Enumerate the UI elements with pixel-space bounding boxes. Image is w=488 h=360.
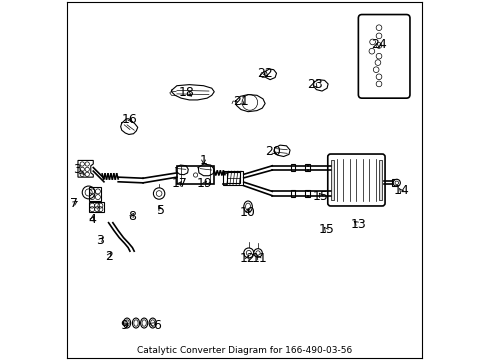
- Text: 17: 17: [171, 177, 187, 190]
- Text: 4: 4: [88, 213, 96, 226]
- Bar: [223, 171, 242, 185]
- Bar: [391, 179, 396, 186]
- Text: 2: 2: [104, 250, 112, 263]
- Text: 23: 23: [306, 78, 322, 91]
- Text: 6: 6: [150, 319, 161, 332]
- Text: 7: 7: [70, 197, 78, 210]
- Bar: [305, 190, 309, 197]
- Text: Catalytic Converter Diagram for 166-490-03-56: Catalytic Converter Diagram for 166-490-…: [137, 346, 351, 355]
- FancyBboxPatch shape: [358, 14, 409, 98]
- Text: 1: 1: [199, 154, 207, 167]
- Circle shape: [253, 249, 262, 257]
- Ellipse shape: [244, 201, 252, 212]
- Text: 15: 15: [312, 189, 328, 203]
- Text: 14: 14: [392, 184, 408, 197]
- Text: 12: 12: [239, 252, 255, 265]
- Bar: [227, 172, 240, 183]
- Circle shape: [392, 179, 400, 186]
- Text: 3: 3: [73, 163, 84, 176]
- Text: 16: 16: [122, 113, 138, 126]
- Text: 24: 24: [370, 37, 386, 50]
- Circle shape: [82, 186, 95, 199]
- Text: 18: 18: [179, 86, 194, 99]
- Bar: [177, 166, 214, 184]
- Ellipse shape: [123, 318, 130, 328]
- Text: 13: 13: [350, 218, 366, 231]
- Bar: [305, 164, 309, 171]
- Bar: [378, 161, 382, 199]
- Circle shape: [244, 248, 253, 258]
- Circle shape: [153, 188, 164, 199]
- Text: 20: 20: [264, 145, 280, 158]
- Bar: [330, 161, 333, 199]
- Text: 5: 5: [157, 204, 164, 217]
- Text: 22: 22: [257, 67, 272, 80]
- Text: 8: 8: [127, 210, 136, 223]
- FancyBboxPatch shape: [327, 154, 384, 206]
- Text: 11: 11: [251, 252, 267, 265]
- Ellipse shape: [149, 318, 156, 328]
- Bar: [290, 164, 295, 171]
- Text: 3: 3: [96, 234, 104, 247]
- Ellipse shape: [132, 318, 139, 328]
- Text: 19: 19: [196, 177, 212, 190]
- Text: 21: 21: [233, 95, 248, 108]
- Text: 10: 10: [240, 206, 256, 219]
- Ellipse shape: [141, 318, 147, 328]
- Text: 15: 15: [318, 223, 334, 236]
- Text: 9: 9: [121, 319, 128, 332]
- Bar: [290, 190, 295, 197]
